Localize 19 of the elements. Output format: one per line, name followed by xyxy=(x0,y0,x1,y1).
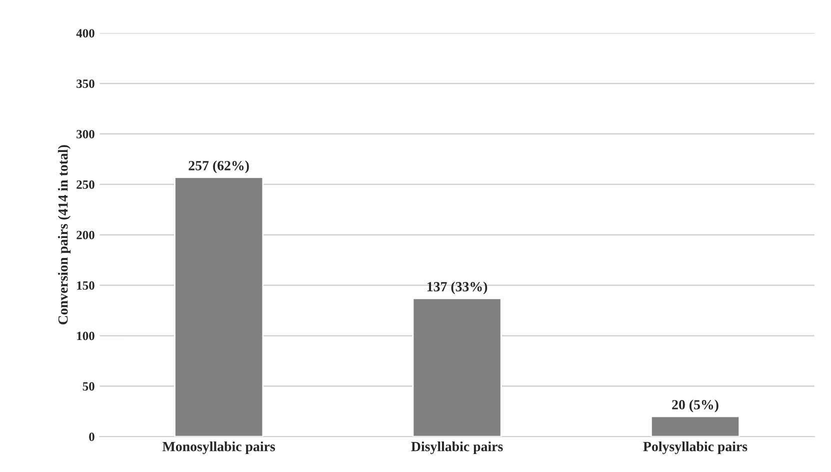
y-tick-label: 50 xyxy=(82,382,94,391)
bar xyxy=(650,416,740,437)
y-tick-label: 300 xyxy=(76,130,94,138)
y-axis-title: Conversion pairs (414 in total) xyxy=(58,145,71,324)
bar xyxy=(174,176,264,437)
x-tick-label: Polysyllabic pairs xyxy=(643,441,748,454)
y-tick-label: 100 xyxy=(77,332,94,340)
y-tick-label: 200 xyxy=(76,230,94,240)
y-tick-label: 150 xyxy=(77,281,94,290)
y-tick-label: 0 xyxy=(89,432,94,442)
data-label: 20 (5%) xyxy=(672,400,718,412)
y-tick-label: 250 xyxy=(76,180,94,189)
bar xyxy=(412,298,502,437)
x-tick-label: Disyllabic pairs xyxy=(411,441,503,454)
x-tick-label: Monosyllabic pairs xyxy=(162,441,276,454)
y-tick-label: 400 xyxy=(76,29,94,38)
data-label: 137 (33%) xyxy=(427,282,488,294)
y-tick-label: 350 xyxy=(76,80,94,88)
data-label: 257 (62%) xyxy=(188,160,249,174)
